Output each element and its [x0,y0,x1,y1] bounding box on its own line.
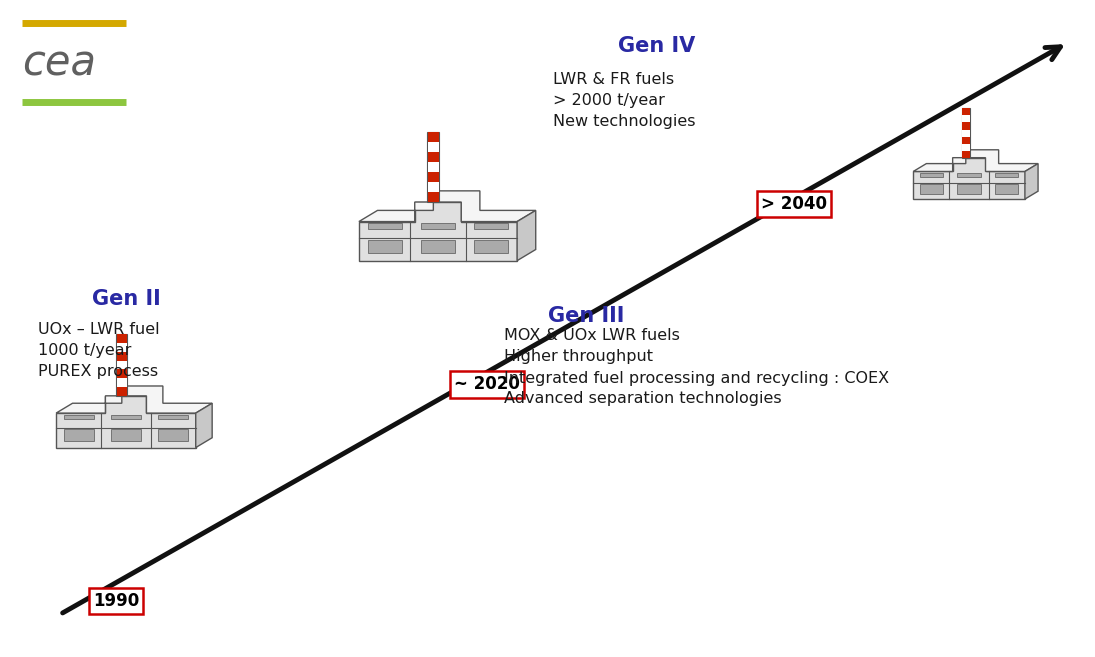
Polygon shape [963,137,969,144]
Polygon shape [56,386,212,413]
Polygon shape [428,142,439,152]
Text: > 2040: > 2040 [761,194,827,213]
Polygon shape [116,334,127,396]
Polygon shape [112,430,140,442]
Polygon shape [158,430,187,442]
Polygon shape [994,173,1018,177]
Polygon shape [158,415,187,420]
Polygon shape [428,132,439,142]
Polygon shape [117,352,127,361]
Polygon shape [517,210,535,261]
Polygon shape [359,202,517,261]
Polygon shape [963,150,969,158]
Text: Gen III: Gen III [548,306,624,325]
Polygon shape [963,108,969,116]
Polygon shape [56,396,196,447]
Polygon shape [961,108,970,158]
Text: LWR & FR fuels
> 2000 t/year
New technologies: LWR & FR fuels > 2000 t/year New technol… [553,72,695,129]
Polygon shape [196,403,212,447]
Polygon shape [117,387,127,396]
Polygon shape [920,185,944,194]
Polygon shape [117,369,127,378]
Polygon shape [422,240,454,254]
Polygon shape [112,415,140,420]
Text: ~ 2020: ~ 2020 [454,375,520,394]
Text: Gen IV: Gen IV [619,36,695,56]
Polygon shape [117,343,127,352]
Polygon shape [428,172,439,182]
Polygon shape [428,192,439,202]
Polygon shape [428,162,439,172]
Polygon shape [994,185,1018,194]
Polygon shape [474,223,508,229]
Polygon shape [913,150,1038,171]
Polygon shape [117,334,127,343]
Polygon shape [428,182,439,192]
Polygon shape [963,116,969,122]
Polygon shape [957,173,981,177]
Polygon shape [963,122,969,129]
Polygon shape [368,240,402,254]
Polygon shape [117,378,127,387]
Polygon shape [913,158,1025,199]
Polygon shape [428,152,439,162]
Polygon shape [65,415,94,420]
Text: MOX & UOx LWR fuels
Higher throughput
Integrated fuel processing and recycling :: MOX & UOx LWR fuels Higher throughput In… [504,328,889,407]
Text: UOx – LWR fuel
1000 t/year
PUREX process: UOx – LWR fuel 1000 t/year PUREX process [38,322,160,379]
Polygon shape [359,191,535,221]
Polygon shape [368,223,402,229]
Polygon shape [427,132,439,202]
Polygon shape [957,185,981,194]
Polygon shape [963,129,969,137]
Polygon shape [1025,164,1038,199]
Text: cea: cea [22,43,96,85]
Text: Gen II: Gen II [92,289,160,309]
Polygon shape [963,144,969,150]
Text: 1990: 1990 [93,592,139,610]
Polygon shape [920,173,944,177]
Polygon shape [474,240,508,254]
Polygon shape [422,223,454,229]
Polygon shape [65,430,94,442]
Polygon shape [117,361,127,369]
